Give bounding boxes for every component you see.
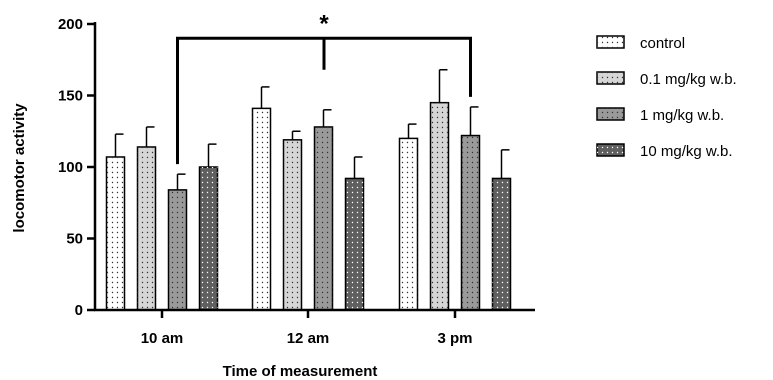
bar <box>429 101 450 311</box>
legend-label: 0.1 mg/kg w.b. <box>640 71 737 88</box>
legend-swatch-pattern <box>597 72 624 84</box>
bar-pattern <box>430 102 449 311</box>
bar <box>251 107 272 311</box>
y-axis-title: locomotor activity <box>11 103 28 233</box>
error-bars-layer <box>114 69 510 190</box>
bar <box>198 166 219 311</box>
bar-pattern <box>492 178 511 310</box>
bar-pattern <box>252 108 271 311</box>
bar-pattern <box>283 139 302 310</box>
bar-pattern <box>168 189 187 310</box>
bar <box>344 177 365 311</box>
legend: control 0.1 mg/kg w.b. 1 mg/kg w.b. 10 mg/k… <box>596 35 737 160</box>
bar <box>313 126 334 311</box>
legend-swatch-pattern <box>597 36 624 48</box>
y-tick-label: 200 <box>58 16 83 33</box>
y-tick-label: 0 <box>75 302 83 319</box>
x-tick-label: 12 am <box>287 330 330 347</box>
y-tick-label: 50 <box>66 231 83 248</box>
bar-pattern <box>461 135 480 310</box>
legend-swatch-pattern <box>597 108 624 120</box>
bar <box>491 177 512 311</box>
bar <box>136 146 157 311</box>
bar-pattern <box>399 138 418 310</box>
legend-item: 1 mg/kg w.b. <box>596 107 724 124</box>
x-tick-label: 3 pm <box>437 330 472 347</box>
significance-layer: * <box>176 10 472 165</box>
bar <box>460 134 481 311</box>
bar-pattern <box>314 126 333 311</box>
bar <box>398 137 419 311</box>
y-tick-label: 150 <box>58 88 83 105</box>
legend-label: 10 mg/kg w.b. <box>640 143 733 160</box>
bar <box>282 139 303 311</box>
bar <box>105 156 126 311</box>
significance-label: * <box>319 10 329 37</box>
legend-item: 10 mg/kg w.b. <box>596 143 733 160</box>
bar-pattern <box>106 156 125 310</box>
axes-layer <box>87 22 535 318</box>
x-tick-label: 10 am <box>141 330 184 347</box>
tick-labels-layer: 0 50 100 150 200 10 am 12 am 3 pm <box>58 16 473 347</box>
legend-item: control <box>596 35 685 52</box>
x-axis-title: Time of measurement <box>223 363 378 380</box>
bar <box>167 189 188 311</box>
bar-pattern <box>345 178 364 310</box>
bars-layer <box>105 101 512 311</box>
legend-swatch-pattern <box>597 144 624 156</box>
legend-item: 0.1 mg/kg w.b. <box>596 71 737 88</box>
legend-label: 1 mg/kg w.b. <box>640 107 724 124</box>
bar-pattern <box>199 167 218 310</box>
legend-label: control <box>640 35 685 52</box>
y-tick-label: 100 <box>58 159 83 176</box>
bar-pattern <box>137 146 156 310</box>
